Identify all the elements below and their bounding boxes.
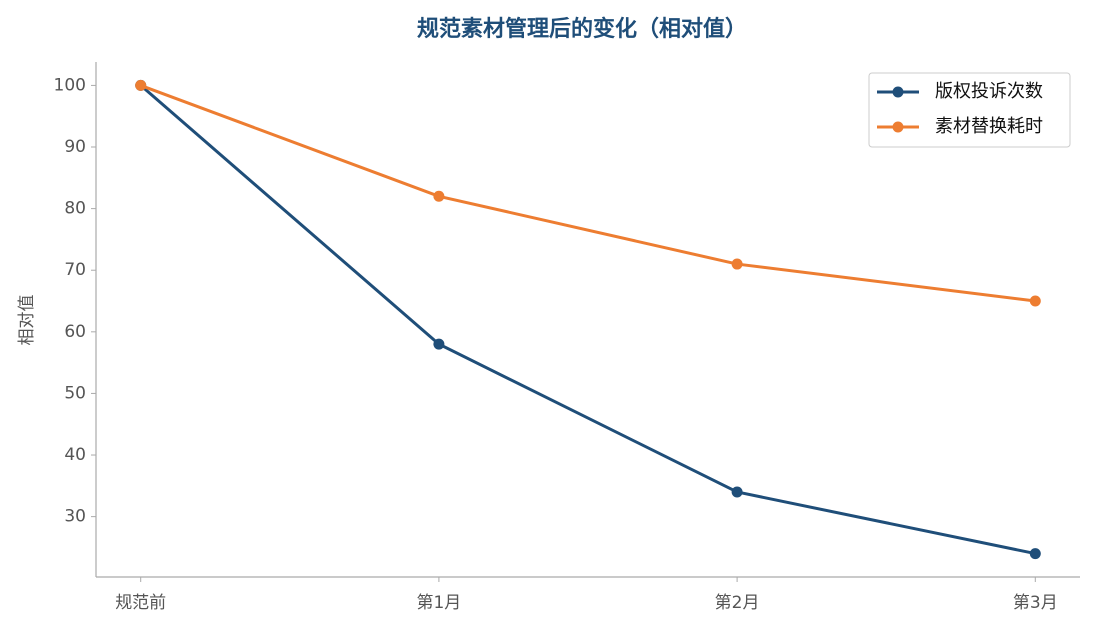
series-line (139, 84, 1036, 556)
y-axis-label: 相对值 (17, 295, 37, 346)
legend-marker (892, 121, 904, 133)
y-tick-label: 80 (64, 199, 86, 219)
x-tick-label: 第1月 (416, 593, 461, 613)
x-tick-label: 第3月 (1013, 593, 1058, 613)
point (433, 338, 445, 350)
series-line (140, 84, 1036, 303)
y-tick-label: 100 (54, 75, 86, 95)
legend-label: 素材替换耗时 (935, 116, 1043, 137)
x-tick-label: 第2月 (715, 593, 760, 613)
chart-title: 规范素材管理后的变化（相对值） (417, 16, 747, 42)
point (731, 258, 743, 270)
legend-box (868, 72, 1071, 148)
y-tick-label: 90 (64, 137, 86, 157)
point (1029, 295, 1041, 307)
y-tick-label: 50 (64, 383, 86, 403)
point (433, 190, 445, 202)
x-tick-label: 规范前 (115, 593, 166, 613)
point (731, 486, 743, 498)
y-tick-label: 70 (64, 260, 86, 280)
point (135, 79, 147, 91)
point (1029, 548, 1041, 560)
legend-label: 版权投诉次数 (935, 81, 1043, 102)
y-tick-label: 60 (64, 322, 86, 342)
legend-marker (892, 86, 904, 98)
y-tick-label: 30 (64, 507, 86, 527)
y-tick-label: 40 (64, 445, 86, 465)
